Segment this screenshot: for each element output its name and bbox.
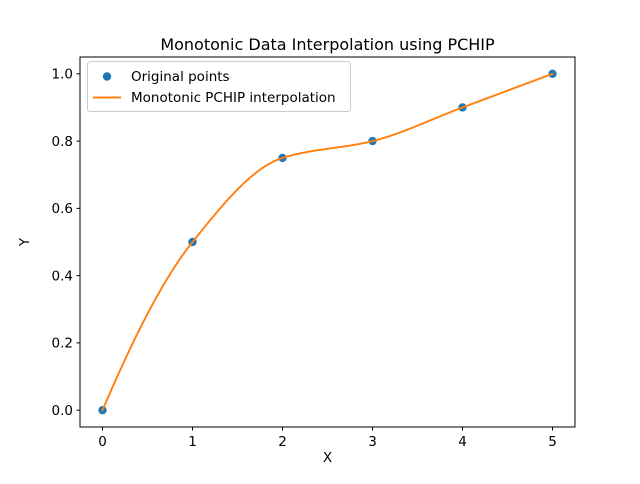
x-tick-label: 4 bbox=[458, 434, 467, 450]
y-tick-label: 0.2 bbox=[52, 336, 73, 352]
x-axis-ticks: 0 1 2 3 4 5 bbox=[98, 427, 557, 450]
line-series-pchip-interpolation bbox=[101, 72, 554, 412]
legend: Original points Monotonic PCHIP interpol… bbox=[87, 61, 351, 112]
x-tick-label: 1 bbox=[188, 434, 197, 450]
y-axis-label: Y bbox=[17, 237, 33, 247]
x-tick-label: 0 bbox=[98, 434, 107, 450]
axes-frame bbox=[79, 56, 576, 428]
x-tick-label: 2 bbox=[278, 434, 287, 450]
y-axis-ticks: 0.0 0.2 0.4 0.6 0.8 1.0 bbox=[52, 67, 80, 419]
legend-box bbox=[87, 61, 351, 112]
scatter-series-original-points bbox=[98, 69, 557, 415]
x-tick-label: 3 bbox=[368, 434, 377, 450]
chart-title: Monotonic Data Interpolation using PCHIP bbox=[160, 35, 495, 54]
y-tick-label: 0.6 bbox=[52, 201, 73, 217]
x-axis-label: X bbox=[323, 450, 332, 466]
y-tick-label: 0.8 bbox=[52, 134, 73, 150]
y-tick-label: 0.0 bbox=[52, 403, 73, 419]
legend-label-original-points: Original points bbox=[131, 69, 230, 85]
y-tick-label: 1.0 bbox=[52, 67, 73, 83]
legend-label-pchip-interpolation: Monotonic PCHIP interpolation bbox=[131, 90, 336, 106]
x-tick-label: 5 bbox=[548, 434, 557, 450]
legend-marker-original-points-icon bbox=[102, 72, 112, 81]
pchip-curve bbox=[101, 72, 554, 412]
y-tick-label: 0.4 bbox=[52, 268, 73, 284]
